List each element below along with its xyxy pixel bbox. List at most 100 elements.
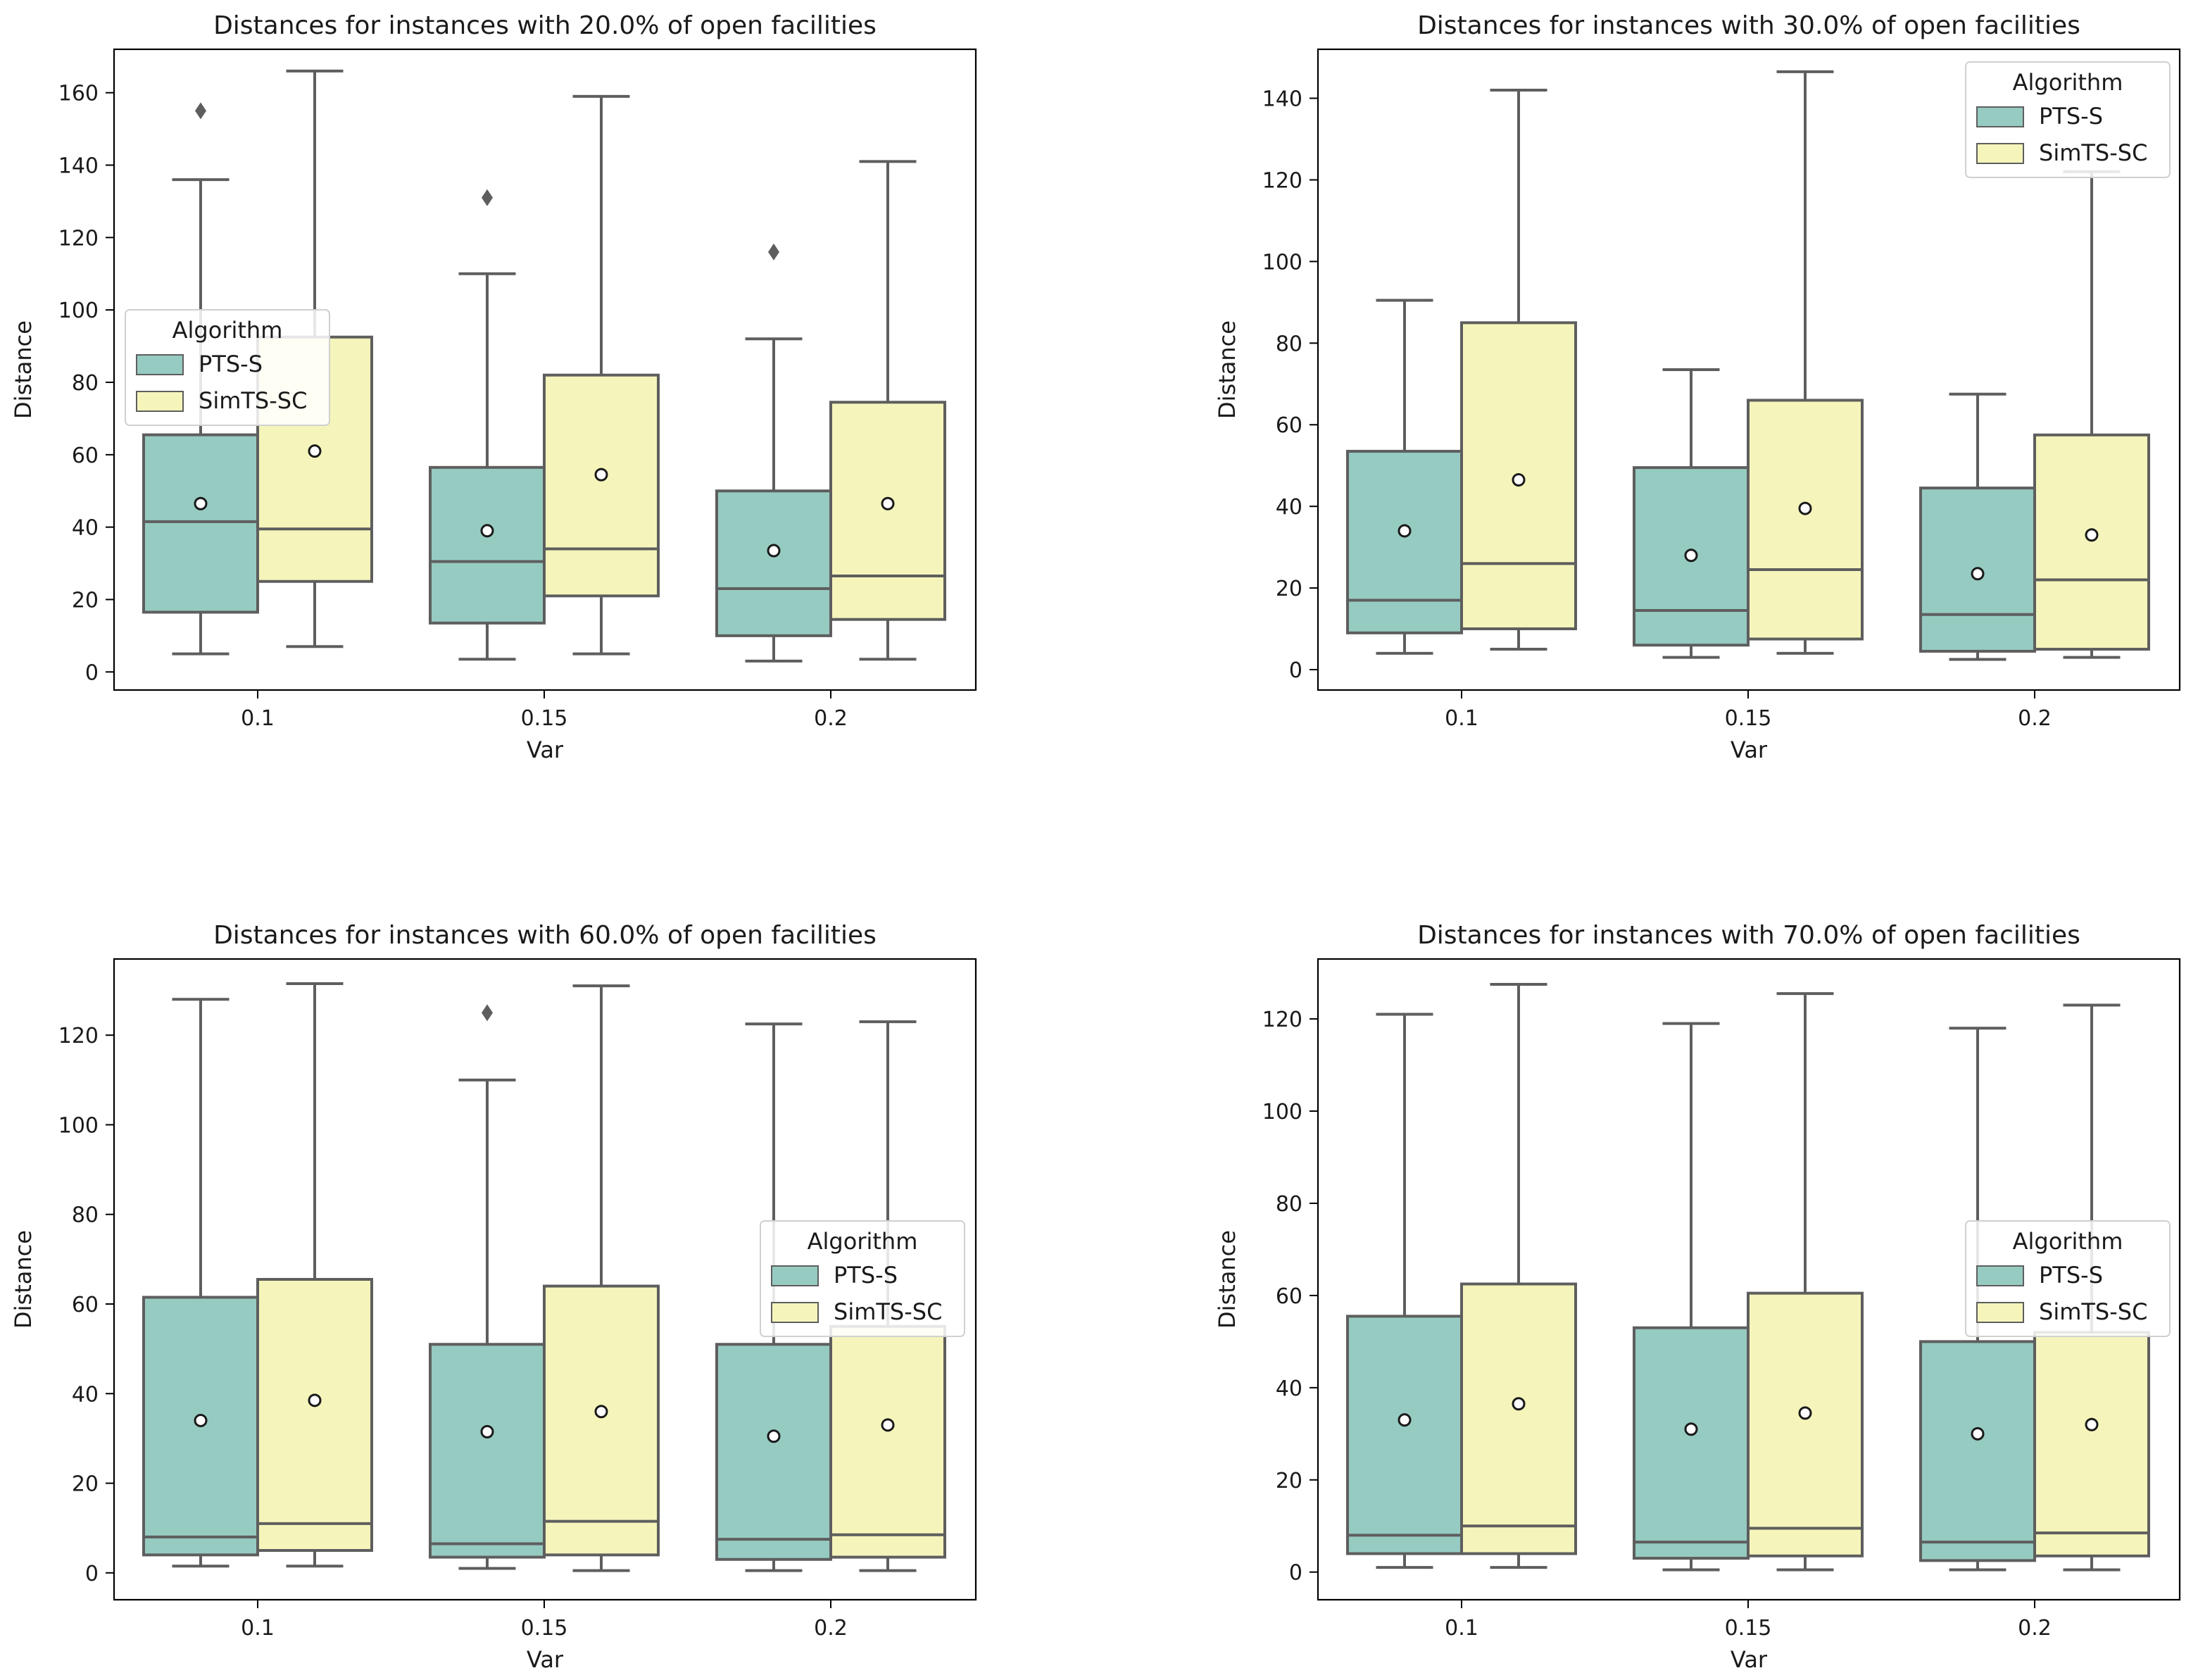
chart-panel: Distances for instances with 70.0% of op…: [1214, 921, 2181, 1673]
legend-swatch: [1976, 106, 2024, 127]
legend-label: PTS-S: [2039, 103, 2103, 130]
mean-marker: [594, 1405, 608, 1419]
box-pts-s: [142, 998, 259, 1568]
legend-title: Algorithm: [172, 317, 283, 344]
box-simts-sc: [543, 984, 660, 1572]
box-body: [1346, 1315, 1463, 1555]
mean-marker: [1398, 524, 1412, 538]
mean-marker: [1798, 501, 1812, 515]
chart-title: Distances for instances with 30.0% of op…: [1417, 11, 2080, 40]
y-tick-label: 80: [72, 1203, 99, 1228]
y-tick-label: 160: [58, 82, 99, 106]
y-tick-label: 120: [58, 1024, 99, 1048]
legend-swatch: [1976, 1265, 2024, 1286]
box-body: [256, 1278, 373, 1552]
x-tick-label: 0.1: [1445, 706, 1478, 731]
legend-title: Algorithm: [2013, 1228, 2123, 1255]
y-tick-label: 20: [1276, 1469, 1302, 1493]
mean-marker: [2085, 1417, 2099, 1431]
legend-label: PTS-S: [2039, 1262, 2103, 1289]
y-tick-label: 20: [72, 588, 99, 613]
mean-marker: [767, 544, 781, 558]
y-tick-label: 100: [1262, 250, 1302, 275]
y-tick-label: 80: [1276, 1192, 1302, 1217]
mean-marker: [194, 496, 208, 510]
box-simts-sc: [829, 160, 946, 661]
x-tick-label: 0.15: [1725, 706, 1772, 731]
y-tick-label: 40: [72, 1382, 99, 1407]
x-tick-label: 0.15: [521, 706, 568, 731]
mean-marker: [480, 1424, 494, 1438]
x-axis-label: Var: [527, 1646, 564, 1673]
y-tick-label: 20: [1276, 577, 1302, 601]
chart-title: Distances for instances with 60.0% of op…: [213, 921, 877, 950]
chart-panel: Distances for instances with 30.0% of op…: [1214, 11, 2181, 763]
mean-marker: [1798, 1406, 1812, 1420]
mean-marker: [1971, 567, 1985, 581]
y-tick-label: 120: [1262, 168, 1302, 193]
x-tick-label: 0.15: [1725, 1616, 1772, 1641]
y-tick-label: 140: [1262, 87, 1302, 112]
legend: Algorithm PTS-S SimTS-SC: [1965, 1220, 2171, 1337]
outlier-marker: [195, 102, 206, 120]
box-simts-sc: [2033, 1003, 2150, 1572]
box-simts-sc: [256, 982, 373, 1568]
y-tick-label: 120: [58, 226, 99, 251]
legend-label: SimTS-SC: [199, 387, 307, 414]
box-pts-s: [715, 1022, 832, 1572]
legend: Algorithm PTS-S SimTS-SC: [1965, 61, 2171, 178]
mean-marker: [308, 1393, 322, 1408]
x-tick-label: 0.1: [1445, 1616, 1478, 1641]
box-simts-sc: [543, 94, 660, 656]
box-pts-s: [1633, 1022, 1750, 1572]
box-body: [829, 1324, 946, 1559]
mean-marker: [1684, 548, 1698, 563]
box-body: [715, 1343, 832, 1561]
chart-panel: Distances for instances with 60.0% of op…: [10, 921, 977, 1673]
mean-marker: [1971, 1427, 1985, 1441]
legend-swatch: [1976, 1302, 2024, 1323]
box-simts-sc: [1747, 992, 1864, 1572]
box-body: [715, 489, 832, 637]
legend-label: SimTS-SC: [2039, 1298, 2147, 1325]
y-tick-label: 0: [85, 1562, 99, 1586]
outlier-marker: [482, 1004, 493, 1022]
box-body: [142, 433, 259, 614]
y-tick-label: 20: [72, 1472, 99, 1497]
y-axis-label: Distance: [10, 320, 37, 419]
box-body: [1633, 1326, 1750, 1560]
mean-marker: [1512, 1397, 1526, 1411]
legend-label: SimTS-SC: [2039, 139, 2147, 166]
mean-marker: [308, 444, 322, 458]
y-tick-label: 60: [1276, 1284, 1302, 1309]
box-simts-sc: [1460, 983, 1577, 1569]
y-tick-label: 100: [1262, 1100, 1302, 1124]
mean-marker: [881, 1418, 895, 1432]
y-tick-label: 0: [85, 660, 99, 685]
y-tick-label: 40: [1276, 495, 1302, 520]
legend-swatch: [136, 354, 184, 375]
y-tick-label: 40: [1276, 1377, 1302, 1401]
mean-marker: [767, 1429, 781, 1443]
y-tick-label: 0: [1289, 1561, 1302, 1586]
box-body: [429, 1343, 546, 1559]
legend-swatch: [771, 1302, 819, 1323]
box-body: [2033, 433, 2150, 651]
box-simts-sc: [1460, 88, 1577, 651]
chart-title: Distances for instances with 70.0% of op…: [1417, 921, 2080, 950]
mean-marker: [2085, 528, 2099, 542]
x-axis-label: Var: [527, 736, 564, 763]
legend-swatch: [1976, 143, 2024, 164]
legend-label: PTS-S: [199, 351, 263, 377]
legend-title: Algorithm: [2013, 69, 2123, 96]
x-tick-label: 0.1: [241, 1616, 275, 1641]
mean-marker: [194, 1413, 208, 1427]
y-tick-label: 100: [58, 1113, 99, 1138]
box-pts-s: [429, 1004, 546, 1570]
x-tick-label: 0.15: [521, 1616, 568, 1641]
y-tick-label: 60: [72, 1293, 99, 1317]
box-body: [829, 401, 946, 621]
y-tick-label: 80: [1276, 332, 1302, 356]
x-tick-label: 0.1: [241, 706, 275, 731]
x-tick-label: 0.2: [2018, 706, 2052, 731]
